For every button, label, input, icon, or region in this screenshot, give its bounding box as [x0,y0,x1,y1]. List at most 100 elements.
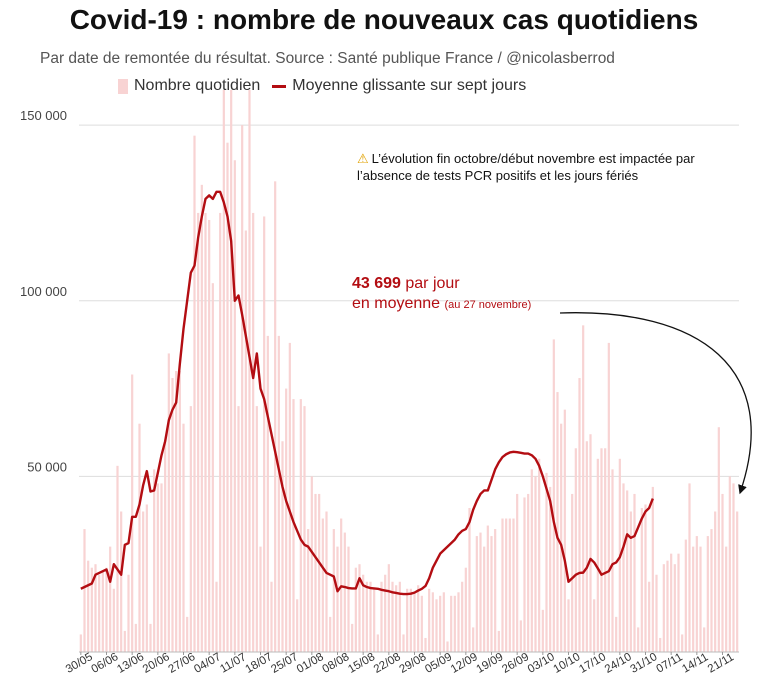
legend: Nombre quotidien Moyenne glissante sur s… [118,77,526,95]
bar [560,423,563,652]
x-tick-label: 31/10 [629,651,660,676]
bar [237,406,240,652]
bar [131,374,134,652]
bar [134,623,137,652]
bar [659,637,662,652]
bar [343,532,346,652]
bar [420,595,423,652]
bar [615,616,618,652]
bar [699,546,702,652]
bar [567,599,570,652]
bar [633,493,636,652]
bar [728,476,731,652]
bar [490,536,493,652]
x-tick-label: 13/06 [115,651,146,676]
bar [164,441,167,652]
bar [501,518,504,652]
bar [274,181,277,652]
x-tick-label: 06/06 [90,651,121,676]
x-tick-label: 21/11 [706,651,736,675]
bar [585,441,588,652]
bar [519,620,522,652]
bar [252,212,255,652]
bar [688,483,691,652]
bar [149,623,152,652]
x-tick-label: 10/10 [552,651,583,676]
x-tick-label: 30/05 [64,651,95,676]
bar [651,486,654,652]
bar [351,623,354,652]
bar [281,441,284,652]
gridlines [79,124,739,477]
bar [307,529,310,652]
bar [626,490,629,652]
bar [332,529,335,652]
bar [593,599,596,652]
bar [703,627,706,652]
bar [472,627,475,652]
bar [552,339,555,652]
bar [288,342,291,652]
bar [710,529,713,652]
annotation-note-text: L’évolution fin octobre/début novembre e… [357,151,695,183]
bar [453,595,456,652]
bar [442,592,445,652]
chart-title: Covid-19 : nombre de nouveaux cas quotid… [69,4,699,35]
bar [666,560,669,652]
bar [244,230,247,652]
x-tick-label: 18/07 [244,651,275,676]
bar [655,574,658,652]
callout-date: (au 27 novembre) [444,299,532,311]
bar [706,536,709,652]
bar [98,574,101,652]
bar [648,581,651,652]
bar [538,458,541,652]
bar [222,90,225,652]
x-tick-label: 11/07 [218,651,248,675]
bar [241,125,244,652]
bar [83,529,86,652]
x-tick-label: 08/08 [321,651,352,676]
x-tick-label: 05/09 [423,651,454,676]
bar [101,571,104,652]
bar [384,574,387,652]
bar [153,469,156,652]
bar [556,392,559,652]
bar [204,212,207,652]
warning-icon: ⚠ [357,151,369,166]
bar [461,581,464,652]
bar [600,448,603,652]
x-tick-label: 14/11 [680,651,710,675]
annotation-note: ⚠ L’évolution fin octobre/début novembre … [357,150,717,184]
bar [347,546,350,652]
bar [230,90,233,652]
moving-average-line [80,190,654,596]
bar [497,630,500,652]
bar [362,574,365,652]
bar [439,595,442,652]
bar [435,599,438,652]
bar [673,564,676,652]
bar [79,634,82,652]
bar [178,371,181,652]
bar [578,378,581,652]
bar [145,504,148,652]
bar [156,483,159,652]
callout-line1-rest: par jour [400,275,460,292]
bar [215,581,218,652]
bar [325,511,328,652]
bar [483,546,486,652]
bar [259,546,262,652]
x-tick-label: 07/11 [655,651,685,675]
legend-label-bars: Nombre quotidien [134,77,261,94]
bar [732,483,735,652]
bar [318,493,321,652]
bar [233,160,236,652]
bar [120,511,123,652]
bar [563,409,566,652]
bar [717,427,720,652]
bar [428,588,431,652]
bar [314,493,317,652]
chart-subtitle: Par date de remontée du résultat. Source… [40,50,615,67]
